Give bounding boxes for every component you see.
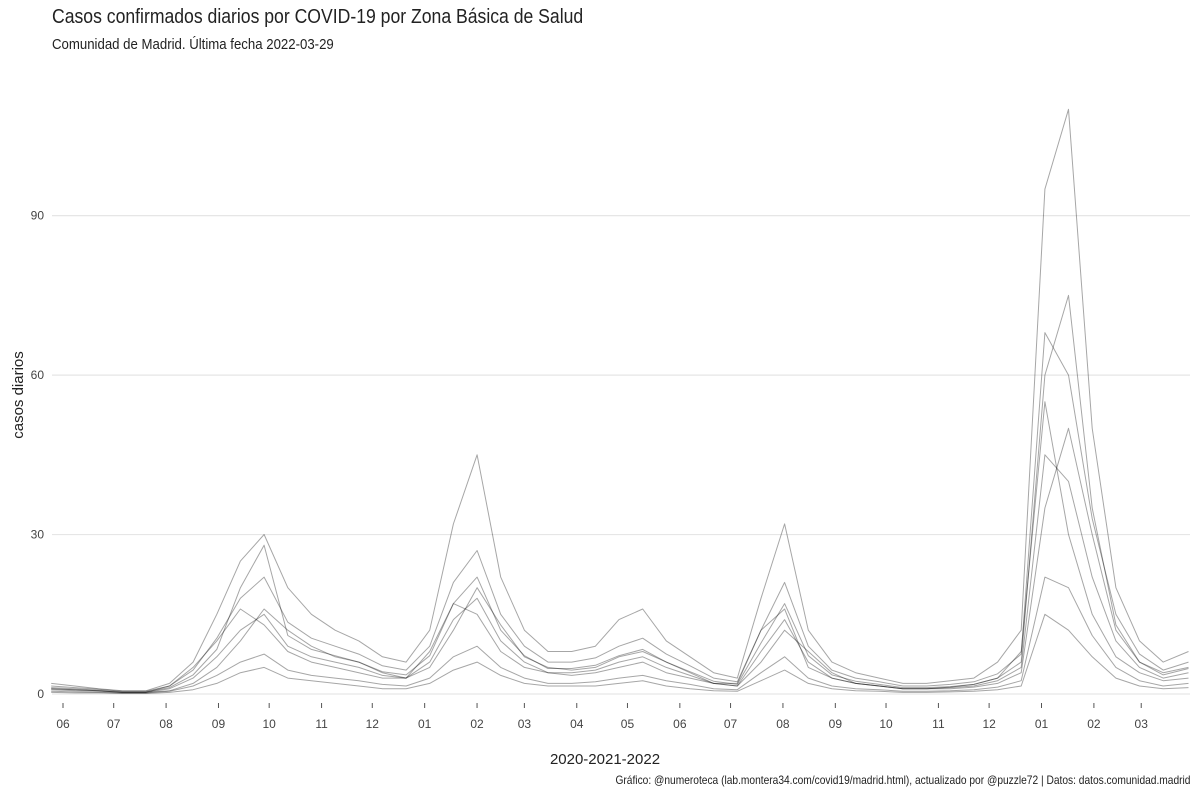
x-tick-label: 10 <box>263 717 277 731</box>
y-tick-label: 90 <box>31 209 45 223</box>
series-line-zbs-f <box>51 613 1189 694</box>
series-line-zbs-a <box>51 576 1189 694</box>
x-tick-label: 03 <box>1135 717 1149 731</box>
x-tick-label: 06 <box>673 717 687 731</box>
x-tick-label: 01 <box>418 717 432 731</box>
x-tick-label: 01 <box>1035 717 1049 731</box>
x-tick-label: 10 <box>879 717 893 731</box>
series-line-zbs-b <box>51 332 1189 692</box>
x-tick-label: 06 <box>56 717 70 731</box>
series-line-zbs-e <box>51 401 1189 693</box>
series-line-zbs-median <box>51 454 1189 693</box>
series-line-zbs-g <box>51 294 1189 693</box>
x-tick-label: 03 <box>518 717 532 731</box>
x-tick-label: 11 <box>315 717 328 731</box>
series-line-zbs-c <box>51 108 1189 692</box>
x-tick-label: 12 <box>366 717 380 731</box>
x-tick-label: 09 <box>829 717 843 731</box>
x-tick-label: 08 <box>159 717 173 731</box>
x-tick-label: 02 <box>470 717 484 731</box>
x-axis-label: 2020-2021-2022 <box>550 751 660 768</box>
y-tick-label: 60 <box>31 368 45 382</box>
chart-caption: Gráfico: @numeroteca (lab.montera34.com/… <box>614 773 1190 787</box>
x-tick-label: 09 <box>212 717 226 731</box>
y-axis-label: casos diarios <box>10 351 27 439</box>
x-tick-label: 02 <box>1087 717 1101 731</box>
series-line-zbs-d <box>51 427 1189 693</box>
x-tick-label: 07 <box>107 717 121 731</box>
x-tick-label: 11 <box>932 717 945 731</box>
x-tick-label: 04 <box>570 717 584 731</box>
chart-title: Casos confirmados diarios por COVID-19 p… <box>52 6 584 28</box>
x-tick-label: 05 <box>621 717 635 731</box>
x-tick-label: 07 <box>724 717 738 731</box>
x-tick-label: 08 <box>776 717 790 731</box>
y-tick-label: 30 <box>31 528 45 542</box>
y-tick-label: 0 <box>37 687 44 701</box>
chart-subtitle: Comunidad de Madrid. Última fecha 2022-0… <box>52 36 334 53</box>
x-tick-label: 12 <box>982 717 996 731</box>
